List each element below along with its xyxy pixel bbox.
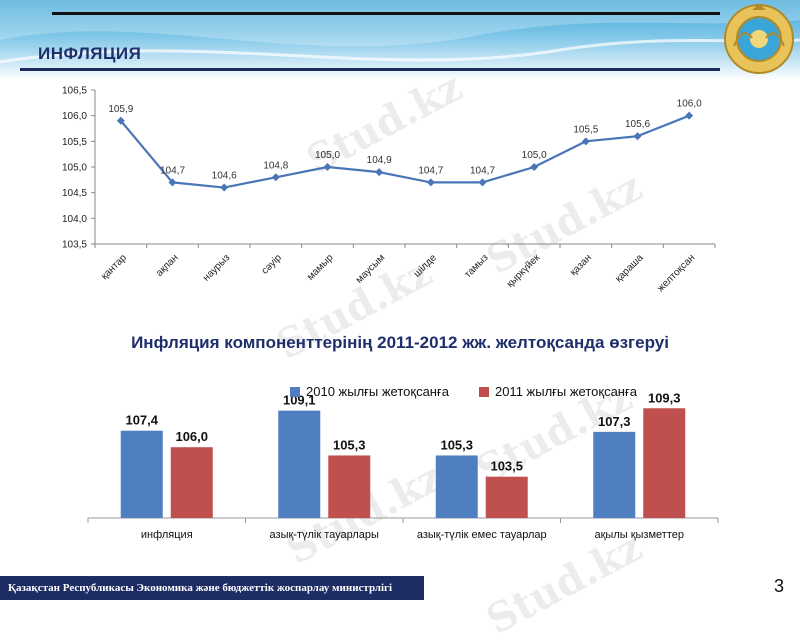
line-chart-x-tick-label: ақпан xyxy=(154,252,180,278)
bar-chart-bar xyxy=(485,476,528,518)
line-chart-point xyxy=(375,168,384,177)
slide-title: ИНФЛЯЦИЯ xyxy=(38,44,142,63)
line-chart-point xyxy=(530,163,539,171)
bar-chart-bar xyxy=(593,431,636,518)
legend-swatch-2011 xyxy=(478,386,489,397)
line-chart-y-tick-label: 104,5 xyxy=(62,188,87,199)
bar-chart-title: Инфляция компоненттерінің 2011-2012 жж. … xyxy=(131,333,669,352)
legend-item-2010: 2010 жылғы жетоқсанға xyxy=(290,384,449,399)
line-chart-series-line xyxy=(119,114,690,189)
line-chart-x-tick-label: тамыз xyxy=(463,252,491,280)
bar-chart-data-label: 105,3 xyxy=(440,437,473,452)
line-chart-point xyxy=(323,163,332,171)
line-chart-point xyxy=(271,173,280,182)
line-chart-x-tick-label: қантар xyxy=(99,252,129,282)
legend-label-2011: 2011 жылғы жетоқсанға xyxy=(494,384,637,399)
line-chart-x-tick-label: шілде xyxy=(412,252,440,280)
line-chart-x-tick-label: мамыр xyxy=(305,252,336,283)
bar-chart-data-label: 107,3 xyxy=(598,414,631,429)
bar-chart-category-label: азық-түлік емес тауарлар xyxy=(417,529,547,541)
bar-chart-data-label: 106,0 xyxy=(175,429,208,444)
line-chart-point xyxy=(426,178,435,187)
line-chart-data-label: 106,0 xyxy=(677,99,702,110)
bar-chart-bar xyxy=(278,410,321,518)
line-chart-y-tick-label: 103,5 xyxy=(62,240,87,251)
line-chart-data-label: 105,5 xyxy=(573,124,598,135)
line-chart-data-label: 104,7 xyxy=(470,165,495,176)
bar-chart-bar xyxy=(643,408,686,518)
footer-ministry-label: Қазақстан Республикасы Экономика және бю… xyxy=(0,576,424,600)
line-chart-data-label: 104,7 xyxy=(418,165,443,176)
line-chart-point xyxy=(633,132,642,141)
line-chart-data-label: 104,9 xyxy=(367,155,392,166)
line-chart-y-tick-label: 105,0 xyxy=(62,163,87,174)
line-chart-y-tick-label: 106,0 xyxy=(62,111,87,122)
bar-chart-legend: 2010 жылғы жетоқсанға 2011 жылғы жетоқса… xyxy=(290,384,637,399)
line-chart-data-label: 104,8 xyxy=(263,160,288,171)
line-chart-data-label: 104,7 xyxy=(160,165,185,176)
bar-chart-bar xyxy=(328,455,371,518)
line-chart-point xyxy=(116,116,125,125)
line-chart-point xyxy=(581,137,590,146)
header-wave-decoration xyxy=(0,0,800,64)
line-chart-x-tick-label: қазан xyxy=(568,252,594,278)
bar-chart-category-label: инфляция xyxy=(141,529,193,541)
line-chart-data-label: 105,0 xyxy=(315,150,340,161)
bar-chart-bar xyxy=(435,455,478,518)
bar-chart-category-label: ақылы қызметтер xyxy=(595,529,684,541)
line-chart-data-label: 105,9 xyxy=(108,104,133,115)
bar-chart-data-label: 109,3 xyxy=(648,390,681,405)
line-chart-x-tick-label: маусым xyxy=(354,252,388,286)
page-number: 3 xyxy=(774,576,785,596)
charts-canvas: 103,5 104,0 104,5 105,0 105,5 106,0 106,5 105,9… xyxy=(62,86,719,541)
line-chart-x-tick-label: қараша xyxy=(613,252,646,285)
line-chart-x-tick-label: қыркүйек xyxy=(505,252,543,290)
line-chart-x-tick-label: желтоқсан xyxy=(655,252,697,294)
bar-chart-category-label: азық-түлік тауарлары xyxy=(270,529,379,541)
bar-chart-data-label: 107,4 xyxy=(125,413,158,428)
bar-chart-bar xyxy=(120,430,163,518)
line-chart-y-tick-label: 105,5 xyxy=(62,137,87,148)
line-chart-point xyxy=(478,178,487,187)
legend-swatch-2010 xyxy=(290,386,300,397)
state-emblem-icon xyxy=(724,4,794,74)
line-chart-point xyxy=(685,111,694,120)
line-chart-y-tick-label: 104,0 xyxy=(62,214,87,225)
line-chart-x-tick-label: наурыз xyxy=(201,252,233,284)
line-chart-y-tick-label: 106,5 xyxy=(62,86,87,97)
line-chart-point xyxy=(168,178,177,187)
header-top-rule xyxy=(52,12,720,15)
line-chart-data-label: 105,0 xyxy=(522,150,547,161)
bar-chart-bar xyxy=(170,447,213,518)
header-bottom-rule xyxy=(20,68,720,71)
bar-chart-data-label: 103,5 xyxy=(490,459,523,474)
legend-label-2010: 2010 жылғы жетоқсанға xyxy=(306,384,449,399)
line-chart-data-label: 105,6 xyxy=(625,119,650,130)
line-chart-x-tick-label: сәуір xyxy=(260,252,285,277)
legend-item-2011: 2011 жылғы жетоқсанға xyxy=(478,384,637,399)
line-chart-point xyxy=(220,183,229,192)
line-chart-data-label: 104,6 xyxy=(212,171,237,182)
bar-chart-data-label: 105,3 xyxy=(333,437,366,452)
